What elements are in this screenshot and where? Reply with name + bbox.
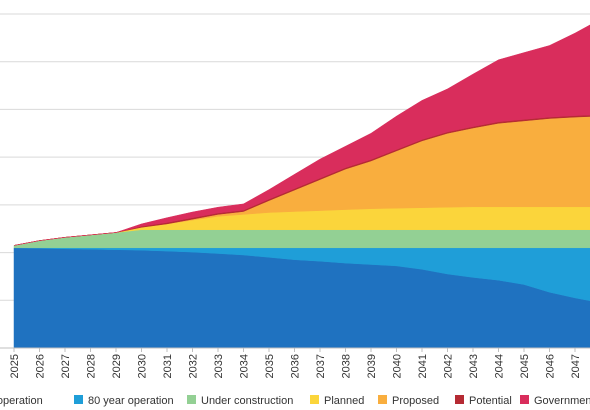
- x-tick-label: 2041: [417, 354, 429, 378]
- x-tick-label: 2045: [519, 354, 531, 378]
- legend: ar operation 80 year operation Under const…: [0, 395, 590, 407]
- legend-swatch-under-construction: [187, 395, 196, 404]
- x-tick-label: 2025: [9, 354, 21, 378]
- x-tick-label: 2040: [392, 354, 404, 378]
- legend-label-under-construction: Under construction: [201, 395, 293, 407]
- x-tick-label: 2038: [341, 354, 353, 378]
- x-tick-label: 2031: [162, 354, 174, 378]
- area-series: [13, 24, 590, 349]
- legend-swatch-planned: [310, 395, 319, 404]
- x-tick-label: 2033: [213, 354, 225, 378]
- x-tick-label: 2035: [264, 354, 276, 378]
- x-tick-label: 2032: [188, 354, 200, 378]
- x-tick-label: 2029: [111, 354, 123, 378]
- x-tick-label: 2039: [366, 354, 378, 378]
- x-tick-label: 2047: [570, 354, 582, 378]
- legend-swatch-potential: [455, 395, 464, 404]
- legend-swatch-government: [520, 395, 529, 404]
- legend-label-government: Governmen: [534, 395, 590, 407]
- area-under-construction: [13, 229, 590, 249]
- x-tick-label: 2037: [315, 354, 327, 378]
- x-tick-label: 2027: [60, 354, 72, 378]
- x-tick-label: 2030: [137, 354, 149, 378]
- x-tick-label: 2036: [290, 354, 302, 378]
- legend-label-proposed: Proposed: [392, 395, 439, 407]
- x-axis: 2025 2026 2027 2028 2029 2030 2031 2032 2033 2034…: [0, 347, 590, 378]
- legend-label-planned: Planned: [324, 395, 364, 407]
- area-government: [13, 24, 590, 246]
- legend-label-60-year-operation: ar operation: [0, 395, 43, 407]
- legend-label-potential: Potential: [469, 395, 512, 407]
- legend-label-80-year-operation: 80 year operation: [88, 395, 174, 407]
- x-tick-label: 2043: [468, 354, 480, 378]
- legend-swatch-80-year-operation: [74, 395, 83, 404]
- x-tick-label: 2046: [545, 354, 557, 378]
- x-tick-label: 2034: [239, 354, 251, 378]
- x-tick-label: 2042: [443, 354, 455, 378]
- x-tick-label: 2044: [494, 354, 506, 378]
- x-tick-label: 2026: [35, 354, 47, 378]
- x-tick-label: 2028: [86, 354, 98, 378]
- legend-swatch-proposed: [378, 395, 387, 404]
